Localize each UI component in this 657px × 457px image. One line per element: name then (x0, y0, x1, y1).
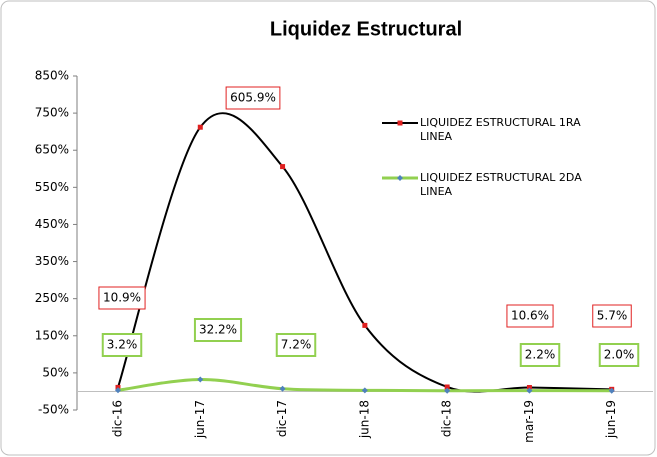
legend-marker (397, 120, 403, 126)
data-label-box: 2.0% (598, 343, 640, 367)
data-label-box: 5.7% (592, 304, 632, 328)
data-label-frame (506, 304, 554, 328)
marker (115, 387, 121, 394)
data-label: 32.2% (199, 323, 237, 337)
data-label: 5.7% (597, 309, 628, 323)
y-tick-label: 50% (42, 365, 69, 379)
marker (279, 385, 286, 392)
marker (362, 322, 368, 328)
data-label-frame (275, 333, 317, 357)
data-label-box: 10.9% (98, 286, 146, 310)
marker (444, 387, 451, 394)
marker (526, 385, 532, 391)
y-tick-label: -50% (38, 403, 69, 417)
data-label-frame (193, 318, 243, 342)
x-tick-label: dic-16 (111, 400, 125, 437)
x-tick-label: jun-17 (193, 400, 207, 439)
y-tick-label: 650% (35, 143, 69, 157)
legend-label: LIQUIDEZ ESTRUCTURAL 2DA LINEA (420, 171, 582, 198)
data-label-box: 10.6% (506, 304, 554, 328)
legend-label: LIQUIDEZ ESTRUCTURAL 1RA LINEA (420, 116, 581, 143)
data-label-frame (519, 343, 561, 367)
y-tick-label: 150% (35, 328, 69, 342)
marker (526, 387, 533, 394)
legend-marker (397, 175, 403, 181)
data-label-frame (592, 304, 632, 328)
data-label-frame (98, 286, 146, 310)
data-label: 10.9% (103, 291, 141, 305)
y-tick-label: 450% (35, 217, 69, 231)
data-label-box: 32.2% (193, 318, 243, 342)
chart-title: Liquidez Estructural (270, 18, 462, 40)
y-tick-label: 550% (35, 180, 69, 194)
data-label-frame (225, 86, 281, 110)
marker (361, 387, 368, 394)
data-label-box: 2.2% (519, 343, 561, 367)
y-tick-label: 350% (35, 254, 69, 268)
data-label-frame (101, 333, 143, 357)
data-label: 2.0% (604, 348, 635, 362)
x-tick-label: jun-19 (604, 400, 618, 439)
data-label-frame (598, 343, 640, 367)
data-label-box: 605.9% (225, 86, 281, 110)
data-label: 7.2% (281, 338, 312, 352)
series-line (117, 112, 612, 393)
y-tick-label: 750% (35, 106, 69, 120)
y-tick-label: 850% (35, 69, 69, 83)
legend-item: LIQUIDEZ ESTRUCTURAL 1RA LINEA (420, 116, 581, 143)
data-label: 3.2% (107, 338, 138, 352)
data-label: 10.6% (511, 309, 549, 323)
y-tick-label: 250% (35, 291, 69, 305)
marker (608, 387, 615, 394)
x-tick-label: dic-17 (275, 400, 289, 437)
data-label-box: 3.2% (101, 333, 143, 357)
marker (280, 164, 286, 170)
marker (444, 384, 450, 390)
data-label: 605.9% (230, 91, 276, 105)
x-tick-label: jun-18 (357, 400, 371, 439)
x-tick-label: dic-18 (440, 400, 454, 437)
data-label-box: 7.2% (275, 333, 317, 357)
marker (197, 376, 204, 383)
marker (197, 124, 203, 130)
x-tick-label: mar-19 (522, 400, 536, 443)
data-label: 2.2% (525, 348, 556, 362)
legend-item: LIQUIDEZ ESTRUCTURAL 2DA LINEA (420, 171, 582, 198)
